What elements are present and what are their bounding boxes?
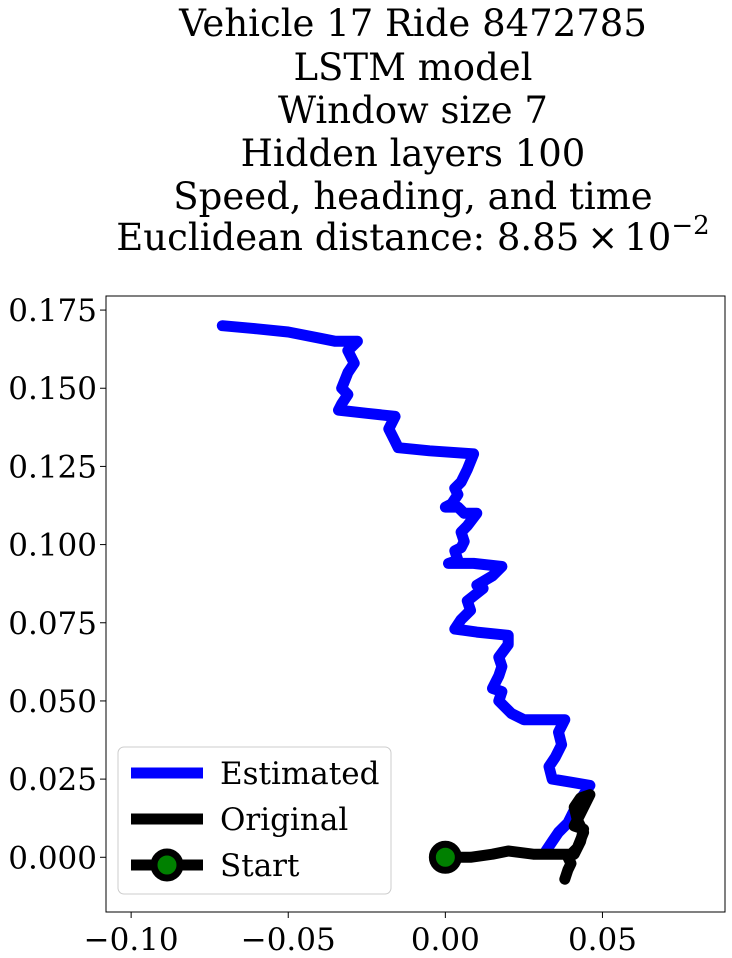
legend: Estimated Original Start xyxy=(117,746,392,895)
series-estimated-line xyxy=(216,320,596,857)
legend-estimated-label: Estimated xyxy=(220,756,379,792)
x-tick-label: 0.00 xyxy=(411,922,480,958)
y-tick-label: 0.175 xyxy=(8,293,97,329)
title-metric-line: Euclidean distance: 8.85 × 10−2 xyxy=(116,211,709,259)
x-tick-label: −0.10 xyxy=(84,922,179,958)
legend-box xyxy=(117,746,392,895)
legend-start-marker xyxy=(150,848,184,882)
legend-start-label: Start xyxy=(220,848,300,884)
title-line-4: Hidden layers 100 xyxy=(241,132,586,175)
legend-original-label: Original xyxy=(220,802,348,838)
y-tick-label: 0.025 xyxy=(8,762,97,798)
chart-title: Vehicle 17 Ride 8472785 LSTM model Windo… xyxy=(116,2,709,259)
title-metric-times: × xyxy=(587,216,618,259)
y-tick-label: 0.150 xyxy=(8,371,97,407)
title-metric-prefix: Euclidean distance: 8.85 xyxy=(116,216,579,259)
y-tick-label: 0.000 xyxy=(8,840,97,876)
y-tick-label: 0.075 xyxy=(8,606,97,642)
title-line-3: Window size 7 xyxy=(278,89,548,132)
title-line-1: Vehicle 17 Ride 8472785 xyxy=(178,2,647,45)
y-tick-label: 0.125 xyxy=(8,449,97,485)
series-original-line xyxy=(439,789,596,885)
x-tick-label: 0.05 xyxy=(568,922,637,958)
plot-area xyxy=(216,320,596,885)
y-tick-label: 0.100 xyxy=(8,528,97,564)
start-point-marker xyxy=(428,840,462,874)
title-metric-exponent: −2 xyxy=(671,211,709,241)
plot-frame xyxy=(105,295,726,913)
axis-ticks: −0.10 −0.05 0.00 0.05 0.000 0.025 0.050 0.075 0.… xyxy=(8,293,637,958)
x-tick-label: −0.05 xyxy=(241,922,336,958)
title-metric-base: 10 xyxy=(624,216,671,259)
y-tick-label: 0.050 xyxy=(8,684,97,720)
title-line-2: LSTM model xyxy=(293,46,532,89)
title-line-5: Speed, heading, and time xyxy=(173,175,652,218)
